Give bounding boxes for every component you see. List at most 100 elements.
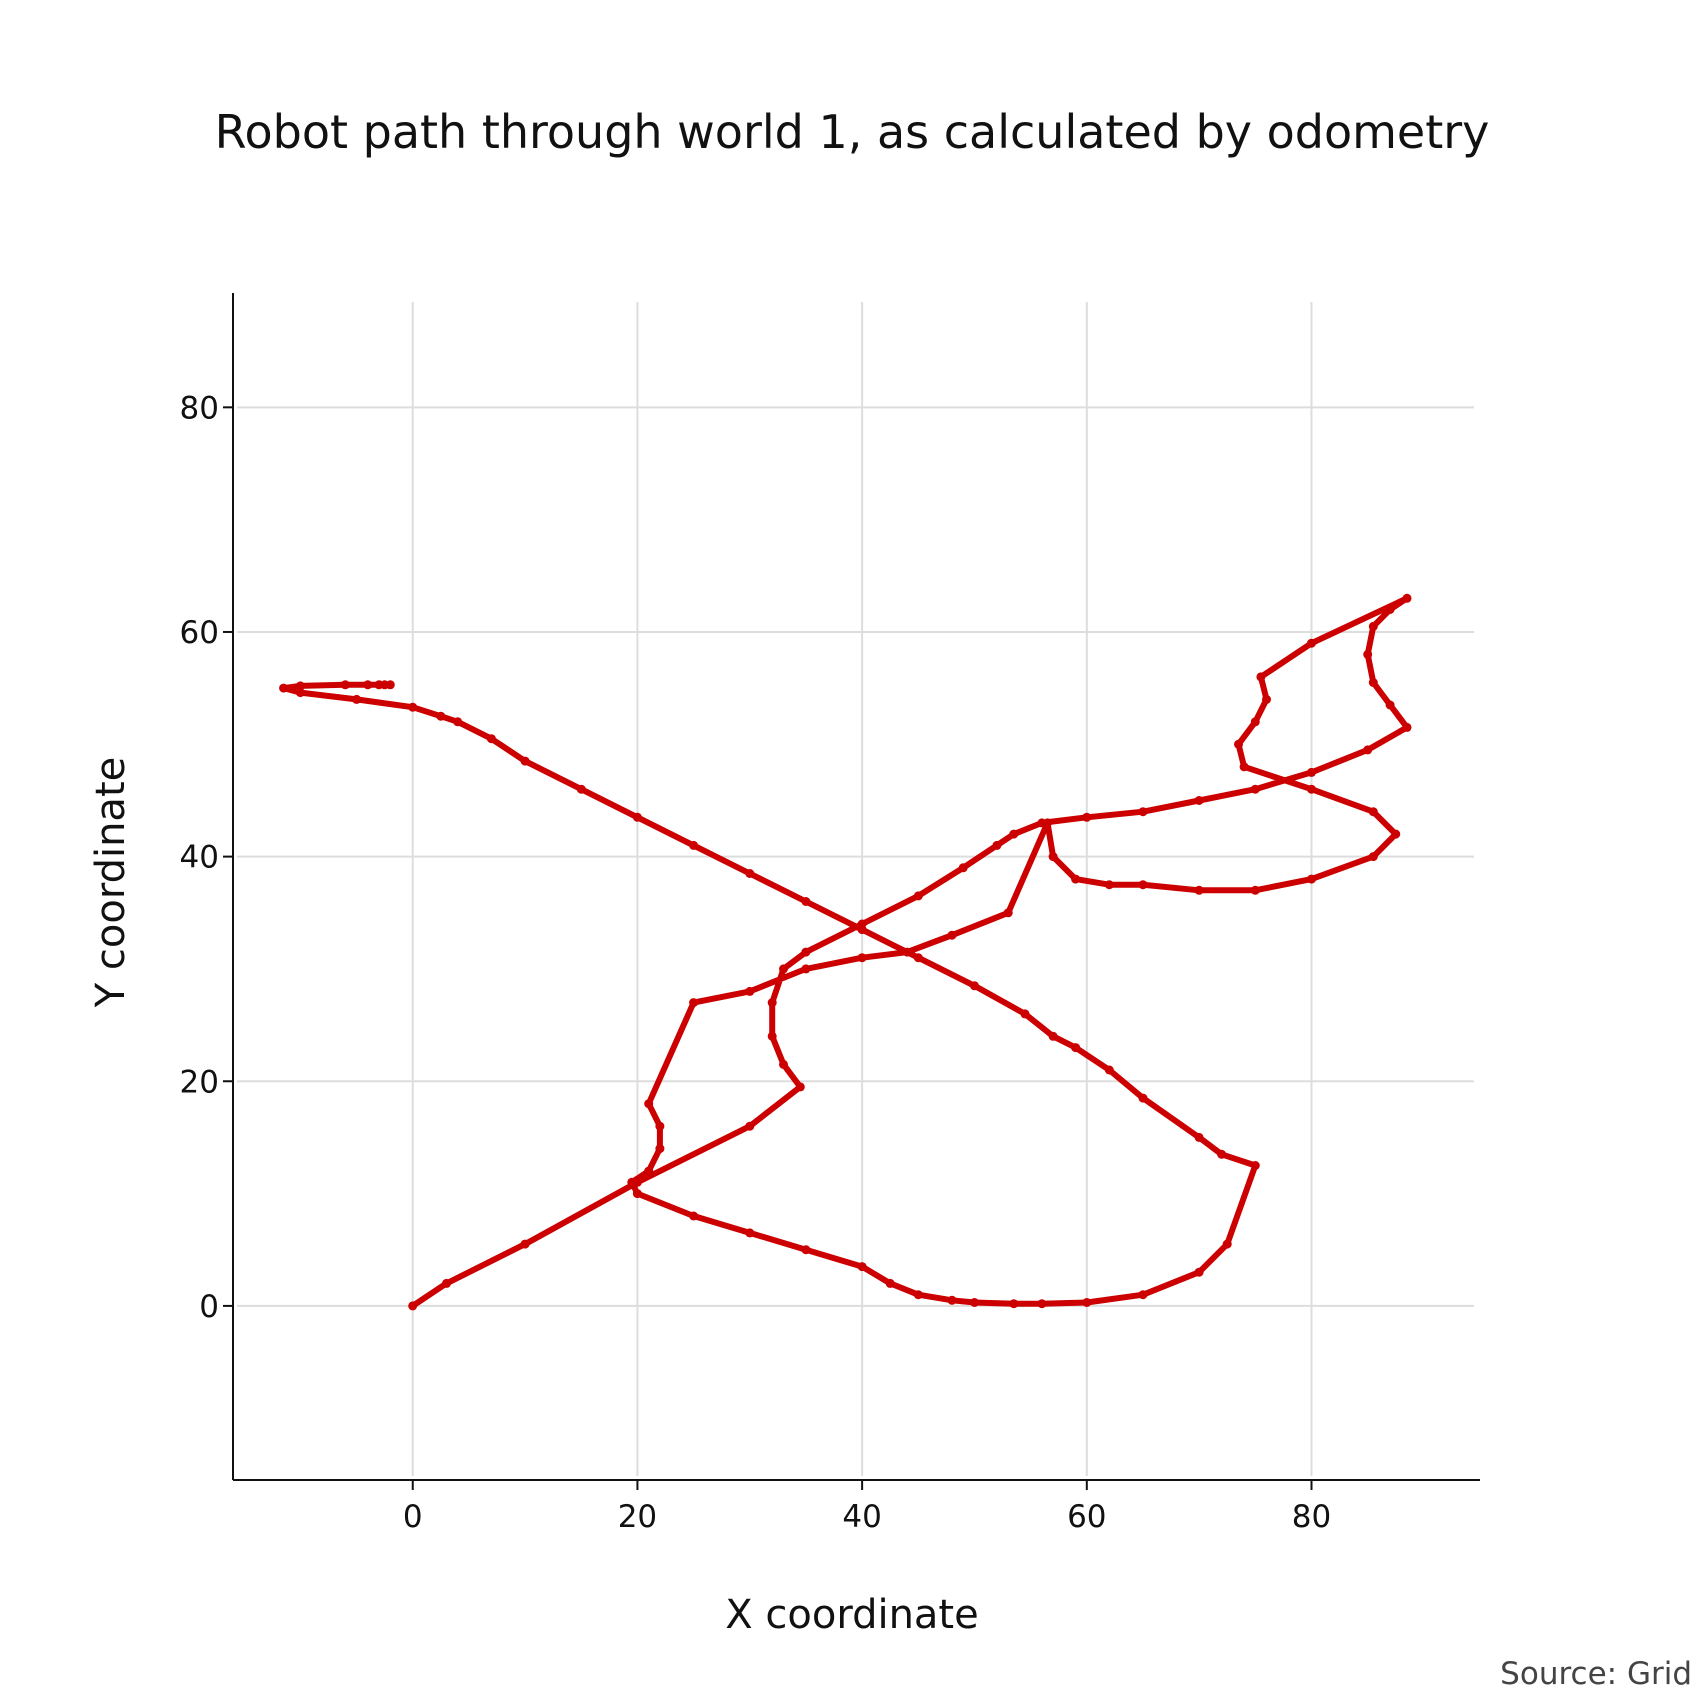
data-point	[1391, 829, 1401, 839]
plot-area	[279, 593, 1412, 1311]
data-point	[1003, 908, 1013, 918]
data-point	[857, 925, 867, 935]
data-point	[913, 953, 923, 963]
data-point	[1363, 649, 1373, 659]
data-point	[295, 688, 305, 698]
data-point	[279, 683, 289, 693]
data-point	[340, 680, 350, 690]
x-tick-label: 40	[842, 1499, 881, 1535]
data-point	[767, 998, 777, 1008]
data-point	[1194, 885, 1204, 895]
data-point	[1009, 829, 1019, 839]
data-point	[644, 1099, 654, 1109]
data-point	[1194, 796, 1204, 805]
data-point	[1385, 605, 1395, 614]
data-point	[1402, 593, 1412, 603]
data-point	[1368, 678, 1378, 687]
y-tick-label: 80	[180, 390, 219, 426]
data-point	[801, 1245, 811, 1255]
data-point	[1194, 1267, 1204, 1277]
grid	[237, 302, 1474, 1476]
data-point	[857, 953, 867, 963]
data-point	[745, 986, 755, 996]
data-point	[408, 702, 418, 712]
data-point	[1104, 880, 1114, 890]
data-point	[1020, 1009, 1030, 1019]
data-point	[1048, 1031, 1058, 1041]
data-point	[655, 1121, 665, 1131]
x-axis-title: X coordinate	[725, 1592, 978, 1638]
data-point	[352, 694, 362, 704]
data-point	[913, 891, 923, 901]
x-tick-label: 0	[403, 1499, 423, 1535]
data-point	[1307, 784, 1316, 794]
data-point	[1071, 874, 1081, 884]
data-point	[689, 840, 699, 850]
data-point	[885, 1278, 895, 1288]
data-point	[902, 947, 912, 957]
y-axis-title: Y coordinate	[88, 757, 134, 1009]
data-point	[779, 1059, 788, 1069]
data-point	[1307, 767, 1316, 777]
y-tick-label: 20	[180, 1064, 219, 1100]
data-point	[655, 1144, 665, 1154]
data-point	[1043, 818, 1052, 828]
data-point	[1217, 1149, 1227, 1159]
y-tick-label: 40	[180, 840, 219, 876]
data-point	[1082, 1298, 1092, 1307]
data-point	[1239, 762, 1249, 772]
data-point	[1071, 1043, 1081, 1053]
data-point	[745, 869, 755, 878]
data-point	[689, 998, 699, 1008]
data-point	[295, 681, 305, 691]
data-point	[385, 680, 395, 690]
data-point	[576, 784, 586, 794]
data-point	[486, 734, 496, 744]
data-point	[520, 1239, 530, 1249]
series-line	[280, 595, 1410, 1309]
ticks: 0 20 40 60 80 0 20 40 60 80	[180, 390, 1332, 1535]
data-point	[363, 680, 373, 690]
data-point	[801, 897, 811, 906]
data-point	[1222, 1239, 1232, 1249]
data-point	[1138, 1093, 1148, 1103]
data-point	[947, 1295, 957, 1305]
data-point	[958, 863, 968, 873]
data-point	[408, 1301, 418, 1311]
data-point	[627, 1177, 637, 1187]
data-point	[436, 711, 446, 721]
data-point	[1138, 807, 1148, 817]
data-point	[1194, 1132, 1204, 1142]
data-point	[1385, 700, 1395, 710]
data-point	[1262, 694, 1271, 704]
data-point	[1402, 722, 1412, 732]
x-tick-label: 20	[618, 1499, 657, 1535]
data-point	[913, 1290, 923, 1300]
data-point	[1368, 852, 1378, 862]
chart-title: Robot path through world 1, as calculate…	[215, 105, 1490, 159]
data-point	[745, 1228, 755, 1238]
data-point	[1368, 807, 1378, 817]
data-point	[970, 1298, 979, 1307]
source-note: Source: Grid	[1500, 1656, 1692, 1692]
data-point	[1307, 874, 1316, 884]
data-point	[520, 756, 530, 766]
axes	[232, 293, 1480, 1481]
data-point	[1307, 638, 1316, 648]
data-point	[1037, 1299, 1047, 1309]
data-point	[1009, 1299, 1019, 1309]
y-tick-label: 60	[180, 615, 219, 651]
data-point	[632, 812, 642, 822]
data-point	[442, 1278, 451, 1288]
y-tick-label: 0	[199, 1289, 219, 1325]
data-point	[689, 1211, 699, 1221]
data-point	[1250, 885, 1260, 895]
data-point	[767, 1031, 777, 1041]
data-point	[1104, 1065, 1114, 1075]
data-point	[779, 964, 788, 974]
data-point	[1256, 672, 1266, 682]
data-point	[1250, 1161, 1260, 1170]
data-point	[992, 840, 1002, 850]
data-point	[801, 964, 811, 974]
